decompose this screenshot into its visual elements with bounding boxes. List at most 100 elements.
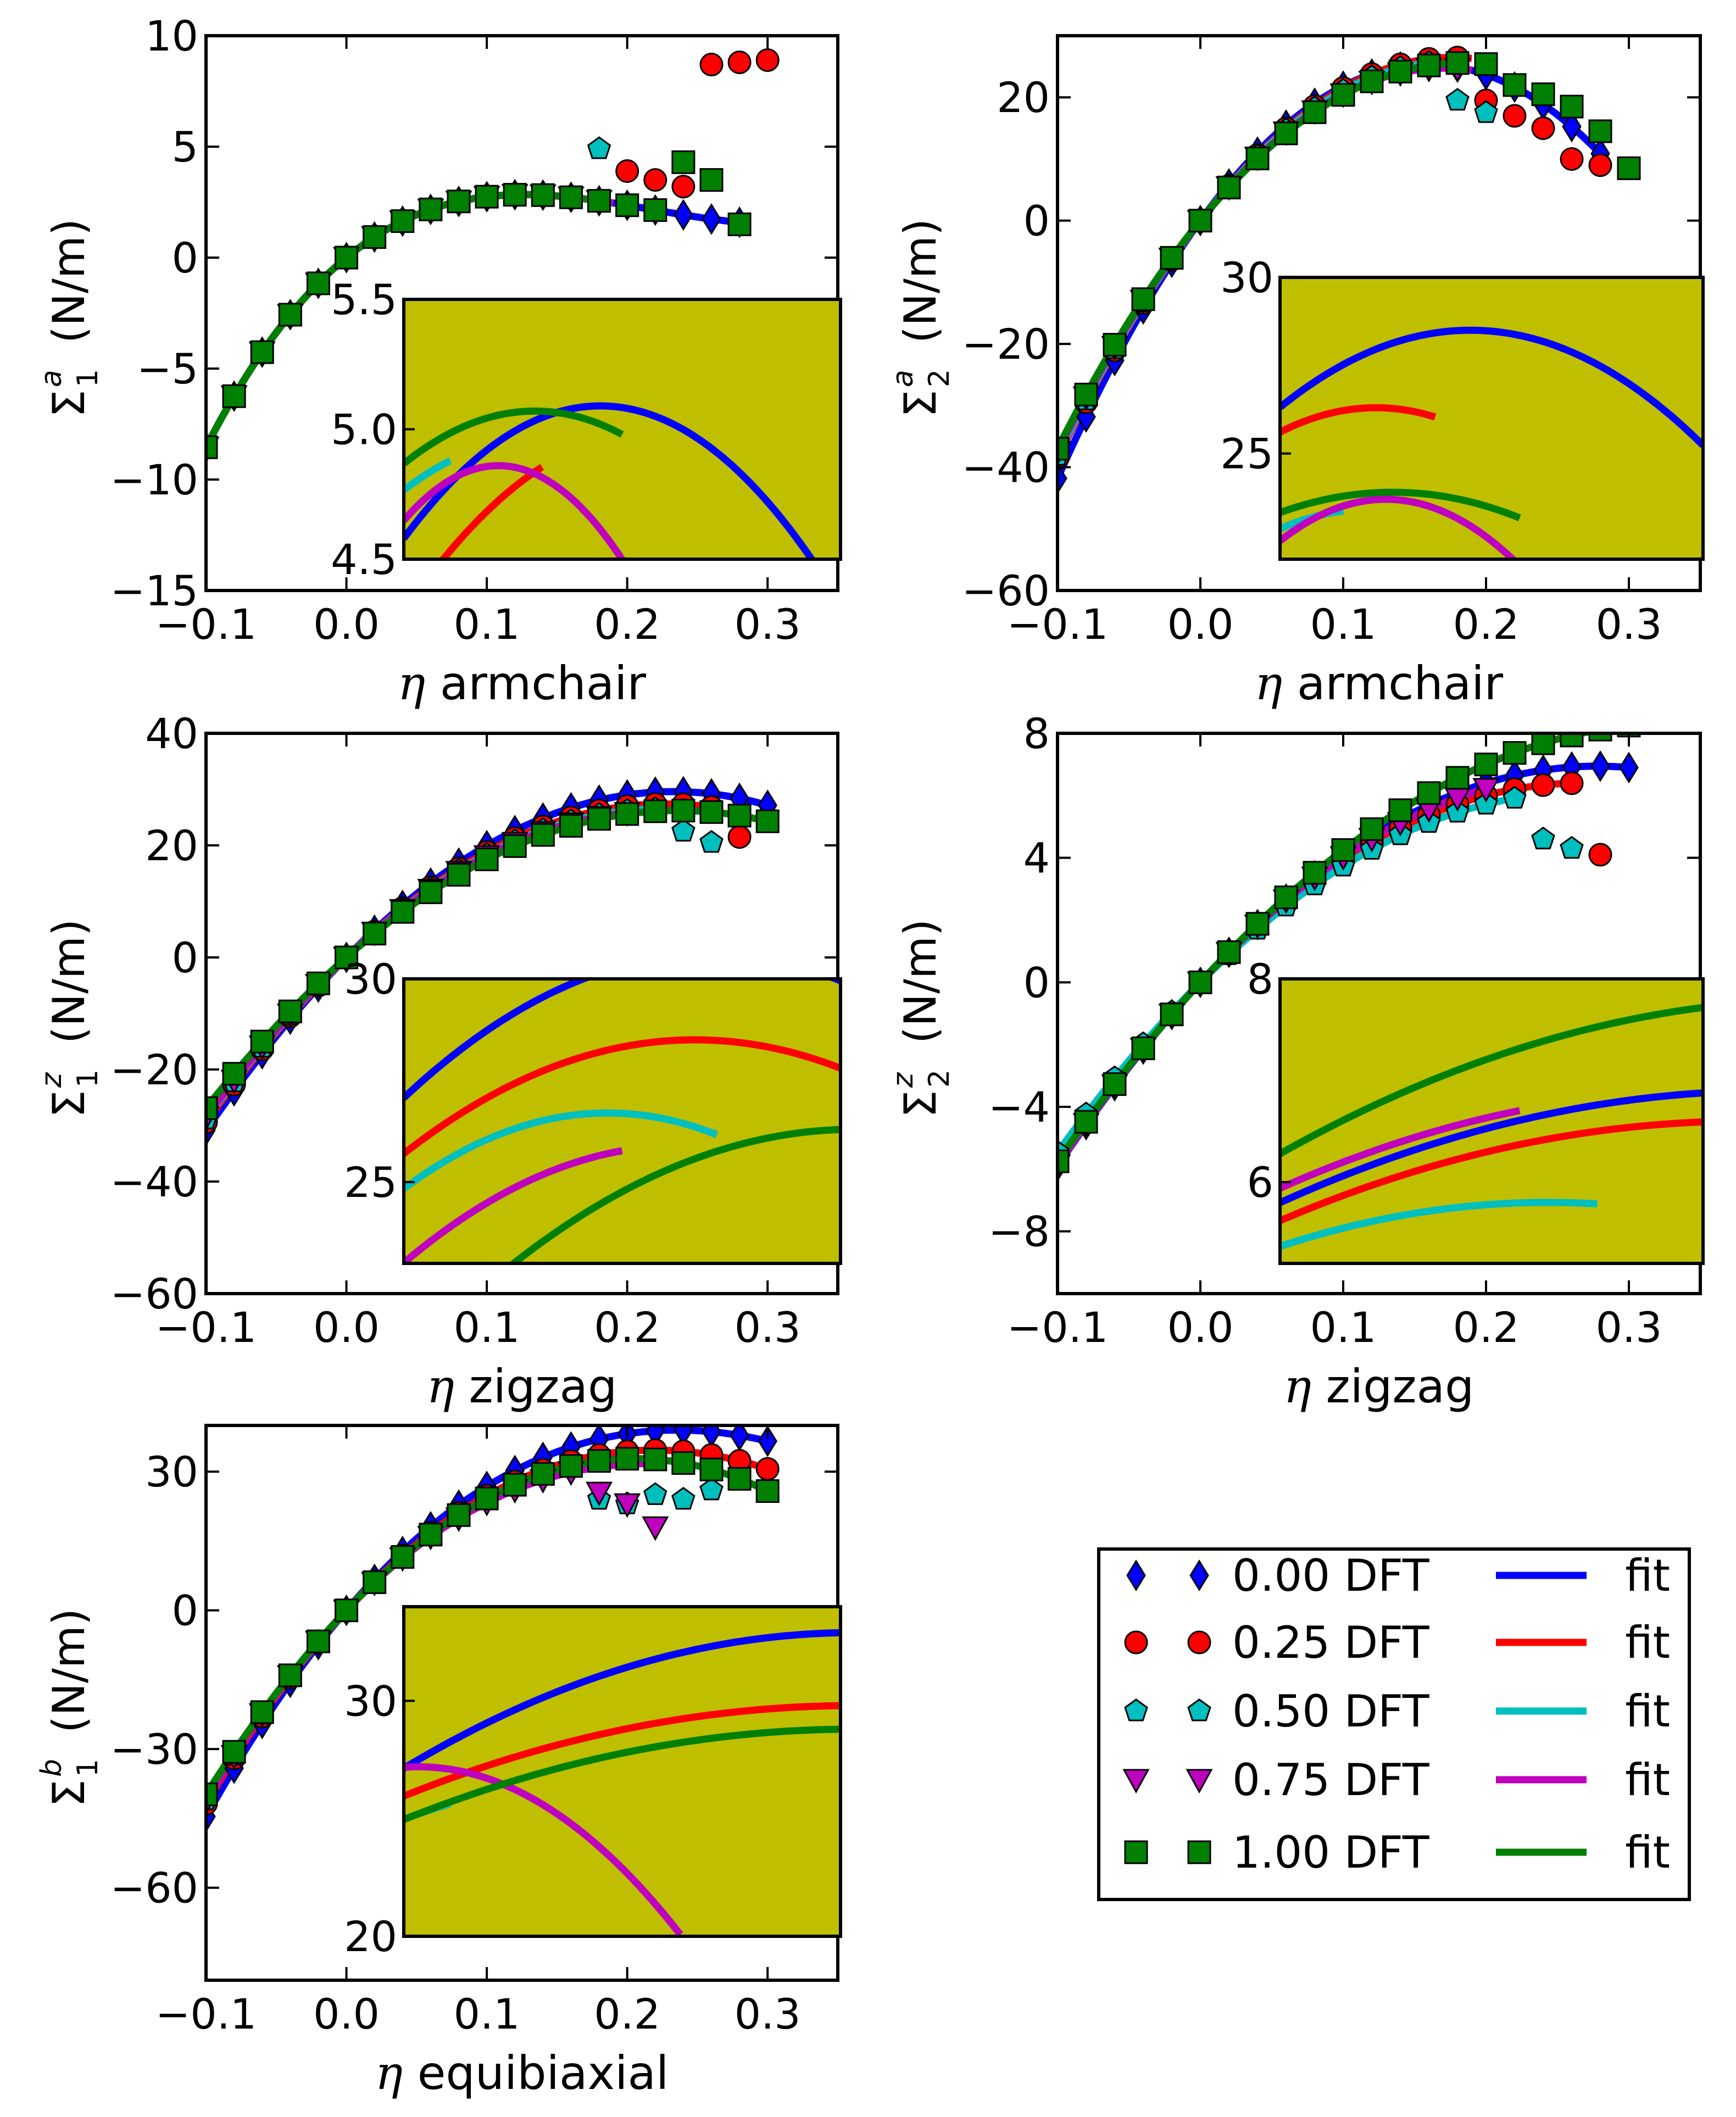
dft-point-1.00 [587,189,611,213]
dft-point-1.00 [306,971,330,995]
y-axis-unit: (N/m) [895,219,946,343]
y-tick-label: 0 [1023,197,1050,246]
dft-point-1.00 [1531,733,1555,755]
dft-point-1.00 [363,225,387,249]
inset-fit-line-0.00 [1280,1089,1703,1206]
dft-point-1.00 [1617,156,1641,180]
inset-background [404,979,841,1263]
dft-point-0.00 [758,1425,777,1457]
legend-dft-label: 0.75 DFT [1232,1754,1430,1806]
y-axis-label: Σa 1 (N/m) [35,219,104,417]
dft-point-1.00 [699,800,724,824]
dft-point-1.00 [250,1029,274,1054]
x-tick-label: 0.3 [735,1990,801,2038]
inset-fit-line-0.00 [404,1629,841,1771]
dft-point-1.00 [391,900,415,924]
inset-plot-area [404,979,841,1263]
inset-plot-area [1280,326,1703,559]
dft-point-1.00 [727,804,752,828]
x-tick-label: 0.3 [1596,600,1662,649]
y-axis-symbol: Σ [43,1090,94,1118]
legend-dft-label: 0.50 DFT [1232,1686,1430,1737]
y-tick-label: 4 [1023,834,1050,883]
dft-point-1.00 [206,435,218,459]
legend-fit-label: fit [1625,1550,1670,1601]
dft-point-1.00 [222,1740,246,1764]
inset-fit-line-0.75 [404,1147,623,1263]
dft-point-1.00 [391,209,415,233]
y-axis-superscript: z [887,1072,920,1088]
legend-dft-label: 1.00 DFT [1232,1827,1430,1878]
dft-point-1.00 [419,197,443,221]
x-tick-label: 0.1 [454,1303,520,1352]
panel-p5: −0.1 0.0 0.1 0.2 0.3 −60 −30 0 30 η equibiaxial Σb… [35,1424,842,2100]
y-tick-label: 40 [145,709,198,758]
dft-point-0.25 [1531,116,1555,140]
inset-background [1280,979,1703,1263]
plot-area [1058,733,1641,1182]
dft-point-1.00 [222,384,246,408]
y-axis-superscript: b [35,1759,68,1777]
dft-point-0.75 [614,1493,641,1518]
inset-fit-line-0.75 [1280,495,1518,559]
inset-fit-line-0.75 [1280,1107,1521,1192]
dft-point-1.00 [447,863,471,887]
dft-point-1.00 [1445,766,1470,790]
legend-fit-label: fit [1625,1686,1670,1737]
legend-fit-label: fit [1625,1754,1670,1806]
dft-point-1.00 [1245,912,1270,936]
dft-point-1.00 [615,1447,639,1471]
x-tick-label: 0.0 [313,1303,380,1352]
dft-point-1.00 [671,799,695,823]
dft-point-1.00 [1303,861,1327,885]
legend-fit-label: fit [1625,1827,1670,1878]
legend-dft-label: 0.25 DFT [1232,1617,1430,1668]
dft-point-1.00 [1188,209,1212,233]
y-tick-label: −4 [988,1083,1050,1132]
inset-y-tick-label: 8 [1247,955,1273,1004]
inset-plot-area [1280,1004,1703,1250]
y-tick-label: −20 [962,320,1050,369]
dft-point-1.00 [1474,52,1498,76]
x-tick-label: 0.0 [1167,1303,1234,1352]
y-tick-label: 20 [145,821,198,870]
inset-frame [1278,977,1705,1265]
panel-p4: −0.1 0.0 0.1 0.2 0.3 −8 −4 0 4 8 η zigzag Σz 2 (N/m) 6… [887,709,1705,1413]
dft-point-1.00 [447,1503,471,1527]
dft-point-1.00 [1274,885,1298,910]
dft-point-0.25 [755,1457,780,1481]
plot-area [206,1425,780,1832]
inset-fit-line-0.25 [404,1036,841,1157]
dft-point-0.50 [643,1482,667,1505]
dft-point-1.00 [250,340,274,364]
y-tick-label: −40 [962,443,1050,492]
inset-y-tick-label: 30 [344,1676,397,1725]
inset-fit-line-0.00 [404,402,816,559]
x-tick-label: 0.3 [735,600,801,649]
dft-point-1.00 [1388,798,1412,822]
dft-point-1.00 [1445,51,1470,75]
inset-fit-line-1.00 [508,1126,841,1263]
x-axis-symbol: η [375,2046,403,2100]
dft-point-1.00 [1388,59,1412,83]
inset-fit-line-1.00 [1280,488,1521,521]
dft-point-1.00 [1188,970,1212,994]
panel-p2: −0.1 0.0 0.1 0.2 0.3 −60 −40 −20 0 20 η armchair Σa… [887,34,1705,710]
dft-point-1.00 [363,1570,387,1594]
x-axis-text: zigzag [1311,1360,1474,1413]
dft-point-0.75 [642,1516,669,1541]
dft-point-0.25 [1588,843,1612,867]
dft-point-0.25 [727,50,752,74]
dft-point-1.00 [1217,175,1241,199]
dft-point-0.00 [702,1425,721,1448]
dft-point-1.00 [531,823,555,847]
dft-point-1.00 [755,1479,780,1503]
y-tick-label: −60 [110,1864,198,1913]
inset-frame [1278,276,1705,561]
inset-p4: 68 [1247,955,1705,1265]
dft-point-1.00 [1503,741,1527,765]
x-tick-label: 0.0 [313,1990,380,2038]
dft-point-1.00 [503,1473,527,1497]
dft-point-0.25 [1560,147,1584,171]
